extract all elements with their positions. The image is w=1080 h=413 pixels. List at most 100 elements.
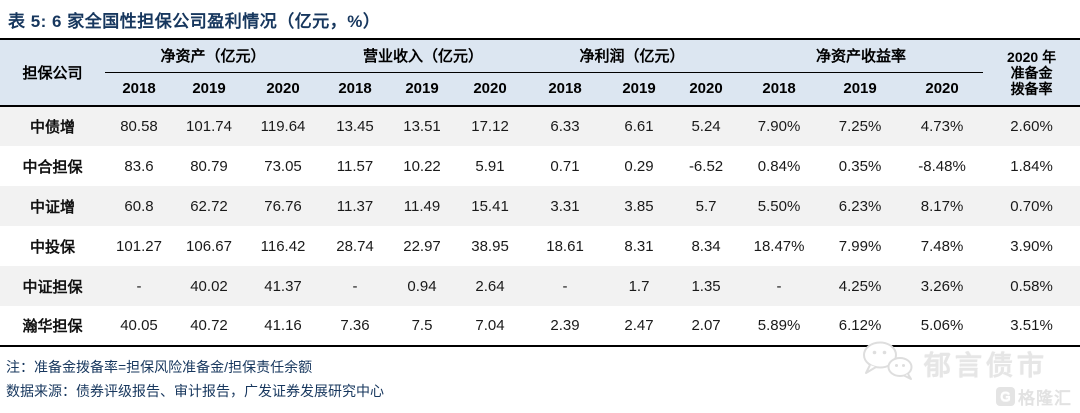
value-cell: 7.99% — [838, 237, 882, 255]
value-cell: 119.64 — [260, 118, 306, 135]
year-header: 2020 — [673, 72, 740, 106]
value-cell: 10.22 — [403, 157, 441, 175]
value-cell: 62.72 — [190, 197, 228, 215]
value-cell: - — [776, 277, 782, 295]
company-name-cell: 瀚华担保 — [22, 318, 83, 335]
company-name-cell: 中证担保 — [22, 278, 83, 296]
value-cell: 6.12% — [838, 317, 882, 334]
value-cell: 18.47% — [753, 237, 805, 255]
value-cell: 0.70% — [1010, 197, 1053, 215]
value-cell: 101.74 — [186, 118, 232, 135]
value-cell: 7.36 — [340, 317, 370, 334]
year-header: 2019 — [605, 72, 674, 106]
year-header: 2020 — [245, 72, 322, 106]
company-name-cell: 中证增 — [29, 198, 75, 216]
year-header: 2019 — [819, 72, 902, 106]
value-cell: 41.37 — [264, 277, 302, 295]
value-cell: 116.42 — [260, 237, 306, 255]
table-header: 担保公司 净资产（亿元） 营业收入（亿元） 净利润（亿元） 净资产收益率 202… — [0, 39, 1080, 106]
company-name-cell: 中债增 — [29, 119, 75, 136]
value-cell: 0.94 — [407, 277, 437, 295]
value-cell: - — [562, 277, 568, 295]
value-cell: 5.06% — [920, 317, 964, 334]
company-column-header: 担保公司 — [0, 39, 105, 106]
value-cell: 7.5 — [411, 317, 433, 334]
value-cell: 0.35% — [838, 157, 882, 175]
value-cell: 11.57 — [336, 157, 374, 175]
year-header: 2018 — [105, 72, 173, 106]
value-cell: 18.61 — [546, 237, 584, 255]
value-cell: 0.29 — [624, 157, 654, 175]
year-header: 2018 — [525, 72, 606, 106]
value-cell: 3.26% — [920, 277, 964, 295]
value-cell: 8.34 — [691, 237, 721, 255]
value-cell: 76.76 — [264, 197, 302, 215]
value-cell: 3.31 — [550, 197, 580, 215]
value-cell: 5.7 — [695, 197, 717, 215]
value-cell: 80.58 — [120, 118, 158, 135]
value-cell: 6.33 — [550, 118, 580, 135]
value-cell: 11.37 — [336, 197, 374, 215]
value-cell: 73.05 — [264, 157, 302, 175]
value-cell: 0.84% — [757, 157, 801, 175]
revenue-group-header: 营业收入（亿元） — [321, 39, 526, 73]
group-header-row: 担保公司 净资产（亿元） 营业收入（亿元） 净利润（亿元） 净资产收益率 202… — [0, 39, 1080, 106]
profitability-table: 担保公司 净资产（亿元） 营业收入（亿元） 净利润（亿元） 净资产收益率 202… — [0, 38, 1080, 347]
value-cell: 15.41 — [471, 197, 509, 215]
value-cell: 28.74 — [336, 237, 374, 255]
value-cell: 13.51 — [403, 118, 441, 135]
value-cell: 7.48% — [920, 237, 964, 255]
value-cell: 5.89% — [757, 317, 801, 334]
value-cell: 8.17% — [920, 197, 964, 215]
reserve-header-line-1: 2020 年 — [1007, 48, 1057, 65]
value-cell: 3.51% — [1010, 317, 1053, 334]
value-cell: 17.12 — [471, 118, 509, 135]
table-body: 中债增 80.58 101.74 119.64 13.45 13.51 17.12 6.33 6… — [0, 106, 1080, 346]
table-row: 中债增 80.58 101.74 119.64 13.45 13.51 17.12 6.33 6… — [0, 106, 1080, 146]
value-cell: 7.90% — [757, 118, 801, 135]
table-row: 中投保 101.27 106.67 116.42 28.74 22.97 38.95 18.6… — [0, 226, 1080, 266]
value-cell: 5.50% — [757, 197, 801, 215]
value-cell: 6.23% — [838, 197, 882, 215]
page-title: 表 5: 6 家全国性担保公司盈利情况（亿元，%） — [8, 12, 381, 31]
year-header: 2018 — [739, 72, 820, 106]
value-cell: 1.84% — [1010, 157, 1053, 175]
value-cell: 60.8 — [124, 197, 154, 215]
value-cell: - — [136, 277, 142, 295]
value-cell: 3.85 — [624, 197, 654, 215]
value-cell: 1.35 — [691, 277, 721, 295]
value-cell: 40.02 — [190, 277, 228, 295]
reserve-header-line-3: 拨备率 — [1010, 80, 1053, 97]
value-cell: 40.72 — [190, 317, 228, 334]
value-cell: 5.24 — [691, 118, 721, 135]
value-cell: 13.45 — [336, 118, 374, 135]
value-cell: 83.6 — [124, 157, 154, 175]
reserve-header-line-2: 准备金 — [1010, 64, 1053, 81]
value-cell: 38.95 — [471, 237, 509, 255]
value-cell: 41.16 — [264, 317, 302, 334]
value-cell: 80.79 — [190, 157, 228, 175]
net-profit-group-header: 净利润（亿元） — [525, 39, 740, 73]
company-name-cell: 中投保 — [29, 238, 75, 256]
table-row: 中证担保 - 40.02 41.37 - 0.94 2.64 - 1.7 1.35 - 4.25% 3.… — [0, 266, 1080, 306]
year-header: 2018 — [321, 72, 390, 106]
net-assets-group-header: 净资产（亿元） — [105, 39, 322, 73]
value-cell: -8.48% — [918, 157, 966, 175]
year-header: 2020 — [901, 72, 984, 106]
g-logo-icon: G — [996, 387, 1015, 406]
value-cell: 4.25% — [838, 277, 882, 295]
value-cell: - — [352, 277, 358, 295]
value-cell: 0.58% — [1010, 277, 1053, 295]
value-cell: 22.97 — [403, 237, 441, 255]
year-header: 2020 — [455, 72, 526, 106]
value-cell: 2.60% — [1010, 118, 1053, 135]
year-header-row: 2018 2019 2020 2018 2019 2020 2018 2019 … — [0, 72, 1080, 106]
value-cell: 101.27 — [116, 237, 162, 255]
value-cell: 6.61 — [624, 118, 654, 135]
table-footnotes: 注：准备金拨备率=担保风险准备金/担保责任余额 数据来源：债券评级报告、审计报告… — [0, 347, 1080, 403]
value-cell: 2.07 — [691, 317, 721, 334]
value-cell: 106.67 — [186, 237, 232, 255]
data-source: 数据来源：债券评级报告、审计报告，广发证券发展研究中心 — [6, 383, 384, 399]
table-row: 中合担保 83.6 80.79 73.05 11.57 10.22 5.91 0.71 0.29… — [0, 146, 1080, 186]
